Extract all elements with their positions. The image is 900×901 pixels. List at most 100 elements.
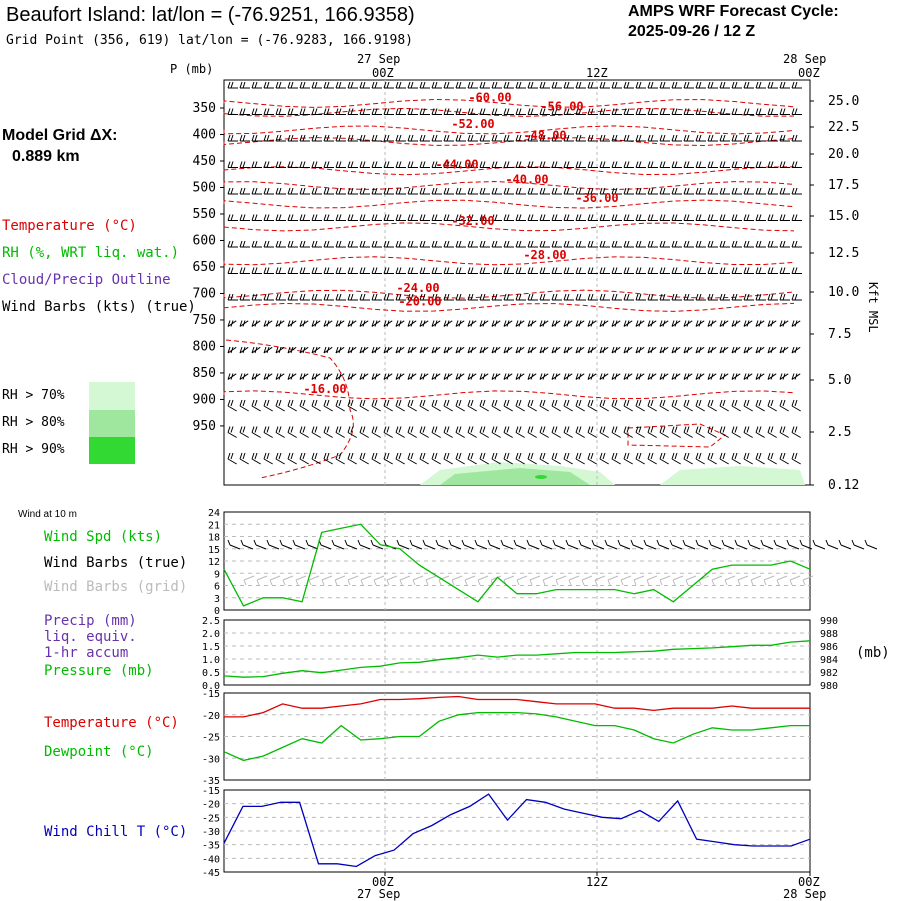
- wind-barb: [587, 426, 597, 438]
- wind-barb: [779, 240, 790, 248]
- wind-barb: [479, 346, 489, 354]
- wind-barb: [503, 108, 514, 115]
- surface-wind-barb-true: [474, 539, 488, 550]
- wind-barb: [251, 293, 262, 301]
- wind-barb: [587, 399, 597, 412]
- wind-barb: [671, 346, 681, 354]
- wind-barb: [695, 214, 706, 221]
- surface-wind-barb-grid: [711, 575, 723, 586]
- wind-barb: [383, 346, 393, 354]
- wind-barb: [743, 320, 753, 327]
- wind-barb: [539, 240, 550, 248]
- wind-barb: [539, 108, 550, 115]
- wind-barb: [503, 214, 514, 221]
- height-tick-label: 0.12: [828, 478, 859, 493]
- surface-wind-barb-true: [448, 539, 462, 550]
- wind-barb: [623, 187, 634, 195]
- wind-barb: [671, 320, 681, 327]
- wind-barb: [383, 161, 394, 168]
- wind-barb: [239, 346, 249, 354]
- wind-barb: [671, 293, 682, 301]
- surface-wind-barb-true: [786, 539, 800, 550]
- wind-barb: [347, 108, 358, 115]
- precip-tick-label: 2.0: [202, 629, 220, 640]
- wind-barb: [671, 452, 681, 465]
- wind-barb: [263, 399, 273, 412]
- temperature-contour-label: -40.00: [505, 173, 548, 187]
- surface-wind-barb-grid: [477, 575, 489, 586]
- wind-barb: [659, 187, 670, 195]
- wind-speed-tick-label: 21: [208, 520, 220, 531]
- wind-barb: [371, 373, 381, 380]
- wind-barb: [707, 399, 717, 412]
- wind-barb: [287, 373, 297, 380]
- wind-barb: [311, 214, 322, 221]
- pressure-tick-label: 990: [820, 616, 838, 627]
- wind-barb: [791, 320, 801, 327]
- wind-barb: [587, 452, 597, 465]
- surface-wind-barb-true: [331, 539, 345, 550]
- wind-barb: [611, 240, 622, 248]
- wind-barb: [419, 267, 430, 274]
- wind-barb: [779, 293, 790, 301]
- wind-barb: [359, 161, 370, 168]
- wind-barb: [575, 373, 585, 380]
- wind-barb: [467, 267, 478, 274]
- surface-wind-barb-grid: [308, 575, 320, 586]
- wind-speed-tick-label: 18: [208, 533, 220, 544]
- wind-barb: [551, 373, 561, 380]
- wind-barb: [239, 240, 250, 248]
- wind-barb: [311, 373, 321, 380]
- surface-wind-barb-grid: [633, 575, 645, 586]
- wind-barb: [527, 134, 538, 142]
- wind-barb: [551, 426, 561, 438]
- wind-barb: [755, 108, 766, 115]
- wind-barb: [467, 320, 477, 327]
- wind-barb: [299, 267, 310, 274]
- wind-barb: [599, 267, 610, 274]
- surface-wind-barb-grid: [412, 575, 424, 586]
- wind-barb: [263, 320, 273, 327]
- wind-barb: [551, 187, 562, 195]
- wind-barb: [335, 240, 346, 248]
- pressure-tick-label: 800: [193, 339, 216, 354]
- wind-barb: [527, 320, 537, 327]
- wind-barb: [647, 399, 657, 412]
- wind-barb: [287, 240, 298, 248]
- wind-barb: [371, 214, 382, 221]
- wind-speed-series: [223, 523, 811, 607]
- wind-barb: [683, 452, 693, 465]
- wind-barb: [659, 240, 670, 248]
- wind-barb: [407, 373, 417, 380]
- wind-barb: [479, 134, 490, 142]
- wind-barb: [407, 81, 418, 89]
- wind-barb: [287, 399, 297, 412]
- surface-wind-barb-grid: [789, 575, 801, 586]
- wind-barb: [239, 426, 249, 438]
- wind-barb: [611, 346, 621, 354]
- wind-barb: [263, 293, 274, 301]
- surface-wind-barb-grid: [620, 575, 632, 586]
- wind-barb: [659, 161, 670, 168]
- bottom-date-1: 27 Sep: [357, 887, 401, 901]
- rh70-region: [660, 466, 805, 485]
- wind-barb: [515, 452, 525, 465]
- wind-barb: [755, 346, 765, 354]
- wind-barb: [647, 81, 658, 89]
- wind-barb: [371, 320, 381, 327]
- wind-barb: [779, 214, 790, 221]
- wind-barb: [683, 346, 693, 354]
- surface-wind-barb-true: [305, 539, 319, 550]
- wind-barb: [467, 108, 478, 115]
- wind-barb: [431, 187, 442, 195]
- wind-barb: [311, 320, 321, 327]
- wind-barb: [491, 399, 501, 412]
- wind-barb: [707, 81, 718, 89]
- wind-barb: [671, 134, 682, 142]
- wind-barb: [395, 426, 405, 438]
- wind-barb: [299, 187, 310, 195]
- wind-barb: [431, 81, 442, 89]
- wind-barb: [599, 81, 610, 89]
- wind-barb: [635, 346, 645, 354]
- wind-barb: [515, 320, 525, 327]
